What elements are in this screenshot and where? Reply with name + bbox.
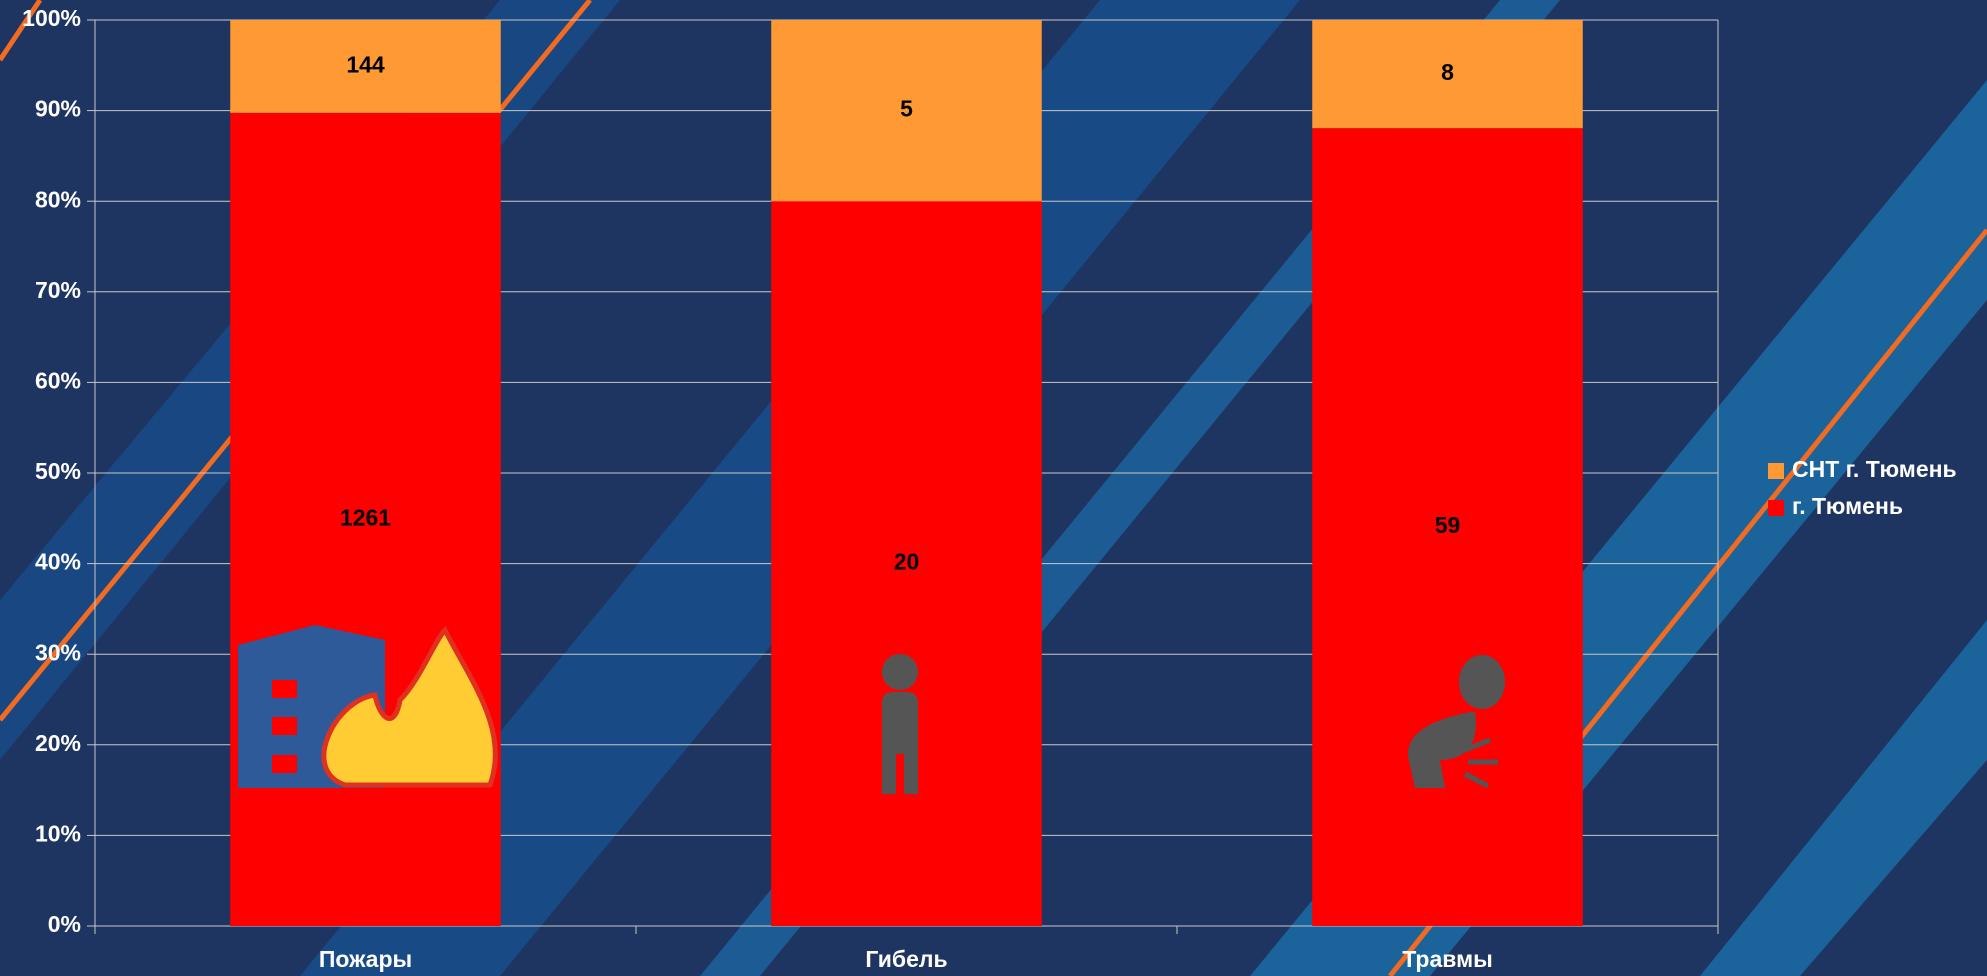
y-tick-label: 0% [48,911,81,937]
data-label: 144 [346,52,385,78]
y-tick-label: 80% [35,186,81,212]
data-label: 1261 [340,505,391,531]
y-tick-label: 20% [35,730,81,756]
bar-segment [1312,128,1583,927]
icon-part [882,654,918,690]
y-tick-label: 70% [35,277,81,303]
icon-part [321,625,498,788]
icon-part [272,680,297,698]
icon-part [904,740,918,794]
y-tick-label: 100% [22,5,81,31]
y-tick-label: 60% [35,367,81,393]
bar-segment [1312,20,1583,129]
x-tick-label: Травмы [1402,946,1493,972]
icon-part [272,755,297,773]
icons [238,625,1505,794]
y-tick-label: 90% [35,96,81,122]
data-label: 20 [894,549,920,575]
y-tick-label: 40% [35,549,81,575]
icon-part [882,692,918,754]
x-tick-label: Гибель [865,946,947,972]
icon-part [1463,737,1498,789]
y-tick-label: 50% [35,458,81,484]
x-tick-label: Пожары [319,946,412,972]
data-label: 5 [900,96,913,122]
bar-segment [771,201,1042,926]
legend-swatch [1768,500,1784,516]
legend-label: СНТ г. Тюмень [1792,456,1957,482]
icon-part [272,717,297,735]
data-label: 59 [1435,512,1461,538]
data-label: 8 [1441,59,1454,85]
bar-segment [230,20,501,113]
y-tick-label: 10% [35,820,81,846]
bar-segment [771,20,1042,202]
legend-swatch [1768,463,1784,479]
icon-part [1408,712,1476,788]
bar-segment [230,112,501,927]
legend-label: г. Тюмень [1792,493,1903,519]
icon-part [882,740,896,794]
icon-part [1459,655,1505,709]
y-tick-label: 30% [35,639,81,665]
